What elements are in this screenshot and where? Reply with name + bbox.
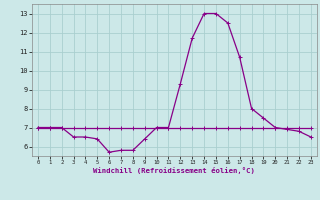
X-axis label: Windchill (Refroidissement éolien,°C): Windchill (Refroidissement éolien,°C) [93,167,255,174]
